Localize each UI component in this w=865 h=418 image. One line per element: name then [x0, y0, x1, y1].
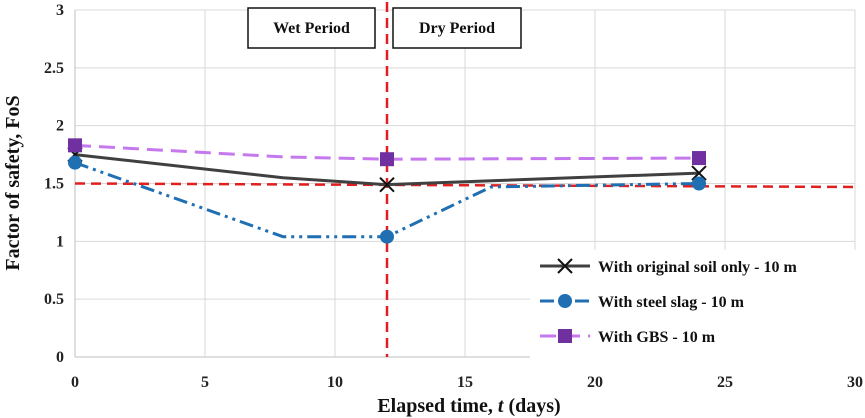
legend-label: With original soil only - 10 m — [598, 259, 798, 276]
series-group — [67, 138, 707, 244]
series-2-point — [380, 229, 394, 244]
x-axis-label: Elapsed time, t (days) — [377, 395, 560, 417]
x-tick-label: 15 — [457, 374, 473, 391]
x-tick-label: 0 — [71, 374, 79, 391]
y-axis-label: Factor of safety, FoS — [2, 95, 24, 270]
series-3-point — [692, 151, 706, 166]
legend-label: With steel slag - 10 m — [598, 294, 745, 311]
series-1-point — [379, 176, 395, 193]
wet-period-box: Wet Period — [247, 7, 376, 49]
y-tick-label: 0.5 — [44, 291, 64, 308]
reference-lines — [74, 2, 856, 357]
x-tick-label: 25 — [717, 374, 733, 391]
legend-swatch-marker — [558, 294, 572, 308]
series-line-3 — [74, 143, 700, 161]
y-tick-label: 1 — [56, 233, 64, 250]
y-tick-label: 1.5 — [44, 176, 64, 193]
series-2-point — [692, 176, 706, 191]
y-tick-label: 0 — [56, 349, 64, 366]
dry-period-label: Dry Period — [419, 20, 495, 37]
legend-swatch-marker — [558, 329, 572, 343]
tick-labels: 00.511.522.530 5 10 15 20 25 30 — [44, 2, 863, 391]
y-tick-label: 3 — [56, 2, 64, 19]
series-3-point — [380, 152, 394, 167]
x-tick-label: 10 — [327, 374, 343, 391]
legend: With original soil only - 10 m With steel… — [530, 250, 860, 360]
series-3-point — [68, 138, 82, 153]
dry-period-box: Dry Period — [392, 7, 522, 49]
legend-label: With GBS - 10 m — [598, 329, 716, 346]
wet-period-label: Wet Period — [273, 20, 350, 37]
y-tick-label: 2 — [56, 118, 64, 135]
x-tick-label: 20 — [587, 374, 603, 391]
series-line-1 — [74, 153, 700, 187]
legend-swatch-marker — [557, 258, 573, 274]
y-tick-label: 2.5 — [44, 60, 64, 77]
series-2-point — [68, 155, 82, 170]
fos-threshold-line — [74, 182, 856, 189]
x-tick-label: 30 — [847, 374, 863, 391]
series-1-point — [691, 165, 707, 181]
x-tick-label: 5 — [201, 374, 209, 391]
